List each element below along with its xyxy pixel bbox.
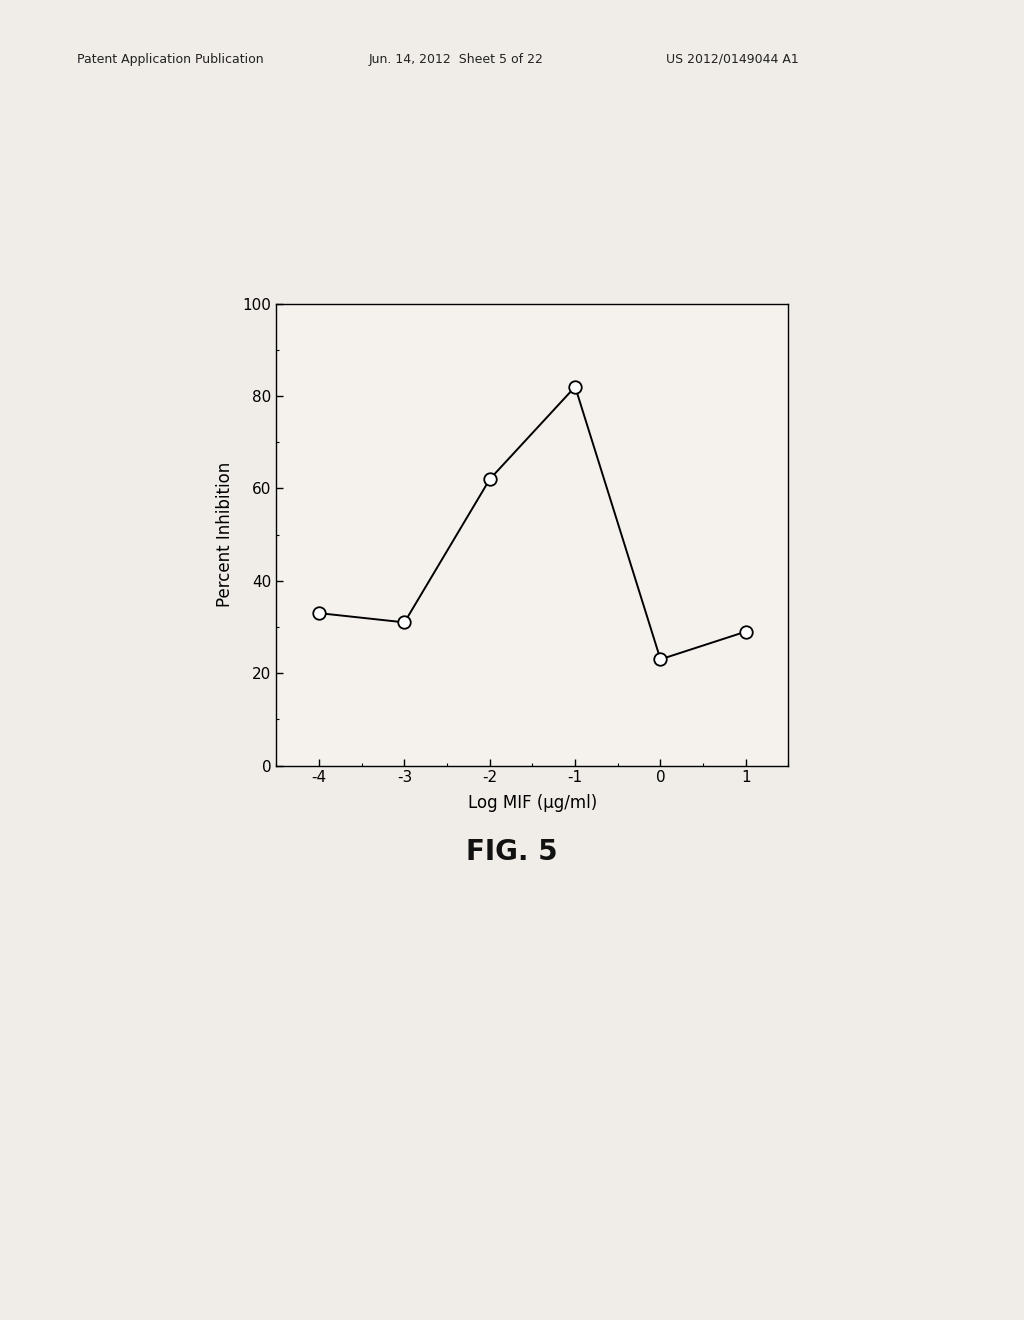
Text: FIG. 5: FIG. 5 <box>466 838 558 866</box>
X-axis label: Log MIF (μg/ml): Log MIF (μg/ml) <box>468 793 597 812</box>
Text: US 2012/0149044 A1: US 2012/0149044 A1 <box>666 53 799 66</box>
Text: Patent Application Publication: Patent Application Publication <box>77 53 263 66</box>
Y-axis label: Percent Inhibition: Percent Inhibition <box>216 462 234 607</box>
Text: Jun. 14, 2012  Sheet 5 of 22: Jun. 14, 2012 Sheet 5 of 22 <box>369 53 544 66</box>
